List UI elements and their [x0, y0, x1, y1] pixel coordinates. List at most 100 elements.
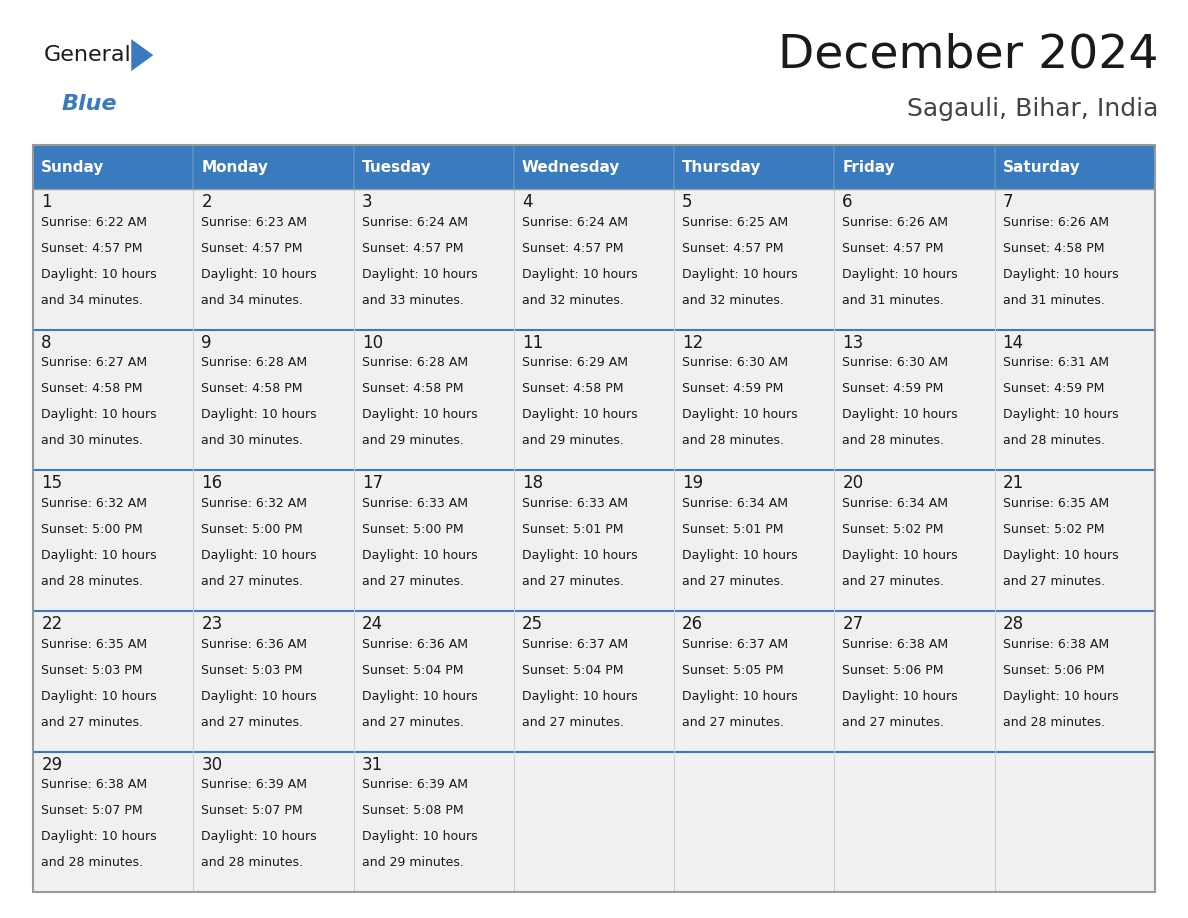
Text: Thursday: Thursday	[682, 160, 762, 174]
Text: Sunset: 5:00 PM: Sunset: 5:00 PM	[361, 523, 463, 536]
Polygon shape	[131, 39, 153, 71]
Text: 16: 16	[202, 475, 222, 492]
Bar	[194, 752, 354, 892]
Bar	[354, 145, 514, 189]
Text: 9: 9	[202, 334, 211, 352]
Text: Daylight: 10 hours: Daylight: 10 hours	[361, 549, 478, 562]
Bar	[994, 145, 1155, 189]
Text: Sunrise: 6:34 AM: Sunrise: 6:34 AM	[842, 497, 948, 509]
Text: and 28 minutes.: and 28 minutes.	[1003, 715, 1105, 729]
Text: 25: 25	[522, 615, 543, 633]
Bar	[834, 189, 994, 330]
Text: Daylight: 10 hours: Daylight: 10 hours	[522, 409, 638, 421]
Text: 23: 23	[202, 615, 222, 633]
Text: 10: 10	[361, 334, 383, 352]
Text: Sunrise: 6:33 AM: Sunrise: 6:33 AM	[522, 497, 628, 509]
Text: 31: 31	[361, 756, 383, 774]
Text: Sunset: 4:58 PM: Sunset: 4:58 PM	[522, 382, 624, 396]
Text: Daylight: 10 hours: Daylight: 10 hours	[522, 689, 638, 702]
Text: Daylight: 10 hours: Daylight: 10 hours	[361, 830, 478, 844]
Text: Daylight: 10 hours: Daylight: 10 hours	[361, 409, 478, 421]
Text: Sunrise: 6:30 AM: Sunrise: 6:30 AM	[682, 356, 788, 369]
Text: 15: 15	[42, 475, 63, 492]
Text: 18: 18	[522, 475, 543, 492]
Bar	[674, 470, 834, 611]
Text: Daylight: 10 hours: Daylight: 10 hours	[202, 830, 317, 844]
Bar	[834, 470, 994, 611]
Text: 27: 27	[842, 615, 864, 633]
Text: Sunrise: 6:25 AM: Sunrise: 6:25 AM	[682, 216, 788, 229]
Bar	[354, 470, 514, 611]
Text: Sunset: 4:59 PM: Sunset: 4:59 PM	[842, 382, 943, 396]
Text: and 28 minutes.: and 28 minutes.	[842, 434, 944, 447]
Text: and 29 minutes.: and 29 minutes.	[361, 434, 463, 447]
Text: Daylight: 10 hours: Daylight: 10 hours	[682, 409, 797, 421]
Text: Daylight: 10 hours: Daylight: 10 hours	[202, 409, 317, 421]
Text: Sunrise: 6:39 AM: Sunrise: 6:39 AM	[361, 778, 468, 791]
Bar	[33, 189, 194, 330]
Text: 30: 30	[202, 756, 222, 774]
Text: and 29 minutes.: and 29 minutes.	[522, 434, 624, 447]
Text: 2: 2	[202, 193, 213, 211]
Text: Sunset: 5:07 PM: Sunset: 5:07 PM	[42, 804, 143, 817]
Text: 3: 3	[361, 193, 372, 211]
Text: Sunrise: 6:32 AM: Sunrise: 6:32 AM	[42, 497, 147, 509]
Bar	[514, 145, 674, 189]
Text: Daylight: 10 hours: Daylight: 10 hours	[202, 268, 317, 281]
Text: Sunrise: 6:32 AM: Sunrise: 6:32 AM	[202, 497, 308, 509]
Text: Sunset: 4:57 PM: Sunset: 4:57 PM	[682, 241, 784, 254]
Text: Daylight: 10 hours: Daylight: 10 hours	[42, 409, 157, 421]
Text: 28: 28	[1003, 615, 1024, 633]
Bar	[674, 752, 834, 892]
Text: and 34 minutes.: and 34 minutes.	[202, 294, 303, 307]
Bar	[354, 611, 514, 752]
Text: and 27 minutes.: and 27 minutes.	[842, 575, 944, 588]
Text: Sunset: 4:57 PM: Sunset: 4:57 PM	[202, 241, 303, 254]
Text: 1: 1	[42, 193, 52, 211]
Text: 19: 19	[682, 475, 703, 492]
Bar	[194, 145, 354, 189]
Text: Sunset: 5:03 PM: Sunset: 5:03 PM	[202, 664, 303, 677]
Text: Sunrise: 6:28 AM: Sunrise: 6:28 AM	[202, 356, 308, 369]
Text: Sunrise: 6:24 AM: Sunrise: 6:24 AM	[522, 216, 628, 229]
Text: Tuesday: Tuesday	[361, 160, 431, 174]
Bar	[674, 145, 834, 189]
Text: December 2024: December 2024	[777, 33, 1158, 78]
Text: Sunset: 4:57 PM: Sunset: 4:57 PM	[842, 241, 943, 254]
Text: Sunrise: 6:22 AM: Sunrise: 6:22 AM	[42, 216, 147, 229]
Text: and 28 minutes.: and 28 minutes.	[202, 856, 303, 869]
Text: Sunset: 5:05 PM: Sunset: 5:05 PM	[682, 664, 784, 677]
Text: Sunset: 5:07 PM: Sunset: 5:07 PM	[202, 804, 303, 817]
Text: Daylight: 10 hours: Daylight: 10 hours	[842, 549, 958, 562]
Text: Sunset: 4:58 PM: Sunset: 4:58 PM	[202, 382, 303, 396]
Text: Monday: Monday	[202, 160, 268, 174]
Text: Sunset: 5:01 PM: Sunset: 5:01 PM	[682, 523, 784, 536]
Text: Sunrise: 6:37 AM: Sunrise: 6:37 AM	[522, 637, 628, 651]
Text: Daylight: 10 hours: Daylight: 10 hours	[42, 268, 157, 281]
Text: and 30 minutes.: and 30 minutes.	[42, 434, 144, 447]
Text: and 27 minutes.: and 27 minutes.	[361, 575, 463, 588]
Bar	[194, 611, 354, 752]
Text: Sunset: 5:08 PM: Sunset: 5:08 PM	[361, 804, 463, 817]
Text: and 32 minutes.: and 32 minutes.	[682, 294, 784, 307]
Bar	[674, 611, 834, 752]
Bar	[33, 611, 194, 752]
Text: Sunrise: 6:39 AM: Sunrise: 6:39 AM	[202, 778, 308, 791]
Text: Sunset: 5:03 PM: Sunset: 5:03 PM	[42, 664, 143, 677]
Text: Daylight: 10 hours: Daylight: 10 hours	[361, 689, 478, 702]
Bar	[33, 470, 194, 611]
Text: and 28 minutes.: and 28 minutes.	[42, 856, 144, 869]
Text: 14: 14	[1003, 334, 1024, 352]
Bar	[994, 189, 1155, 330]
Text: and 27 minutes.: and 27 minutes.	[42, 715, 144, 729]
Text: Daylight: 10 hours: Daylight: 10 hours	[1003, 268, 1118, 281]
Text: Sunrise: 6:26 AM: Sunrise: 6:26 AM	[1003, 216, 1108, 229]
Text: Sunset: 5:02 PM: Sunset: 5:02 PM	[842, 523, 943, 536]
Text: and 27 minutes.: and 27 minutes.	[361, 715, 463, 729]
Text: and 34 minutes.: and 34 minutes.	[42, 294, 143, 307]
Bar	[33, 752, 194, 892]
Text: Sagauli, Bihar, India: Sagauli, Bihar, India	[906, 96, 1158, 121]
Bar	[514, 189, 674, 330]
Text: Sunset: 5:06 PM: Sunset: 5:06 PM	[1003, 664, 1104, 677]
Text: Sunset: 5:01 PM: Sunset: 5:01 PM	[522, 523, 624, 536]
